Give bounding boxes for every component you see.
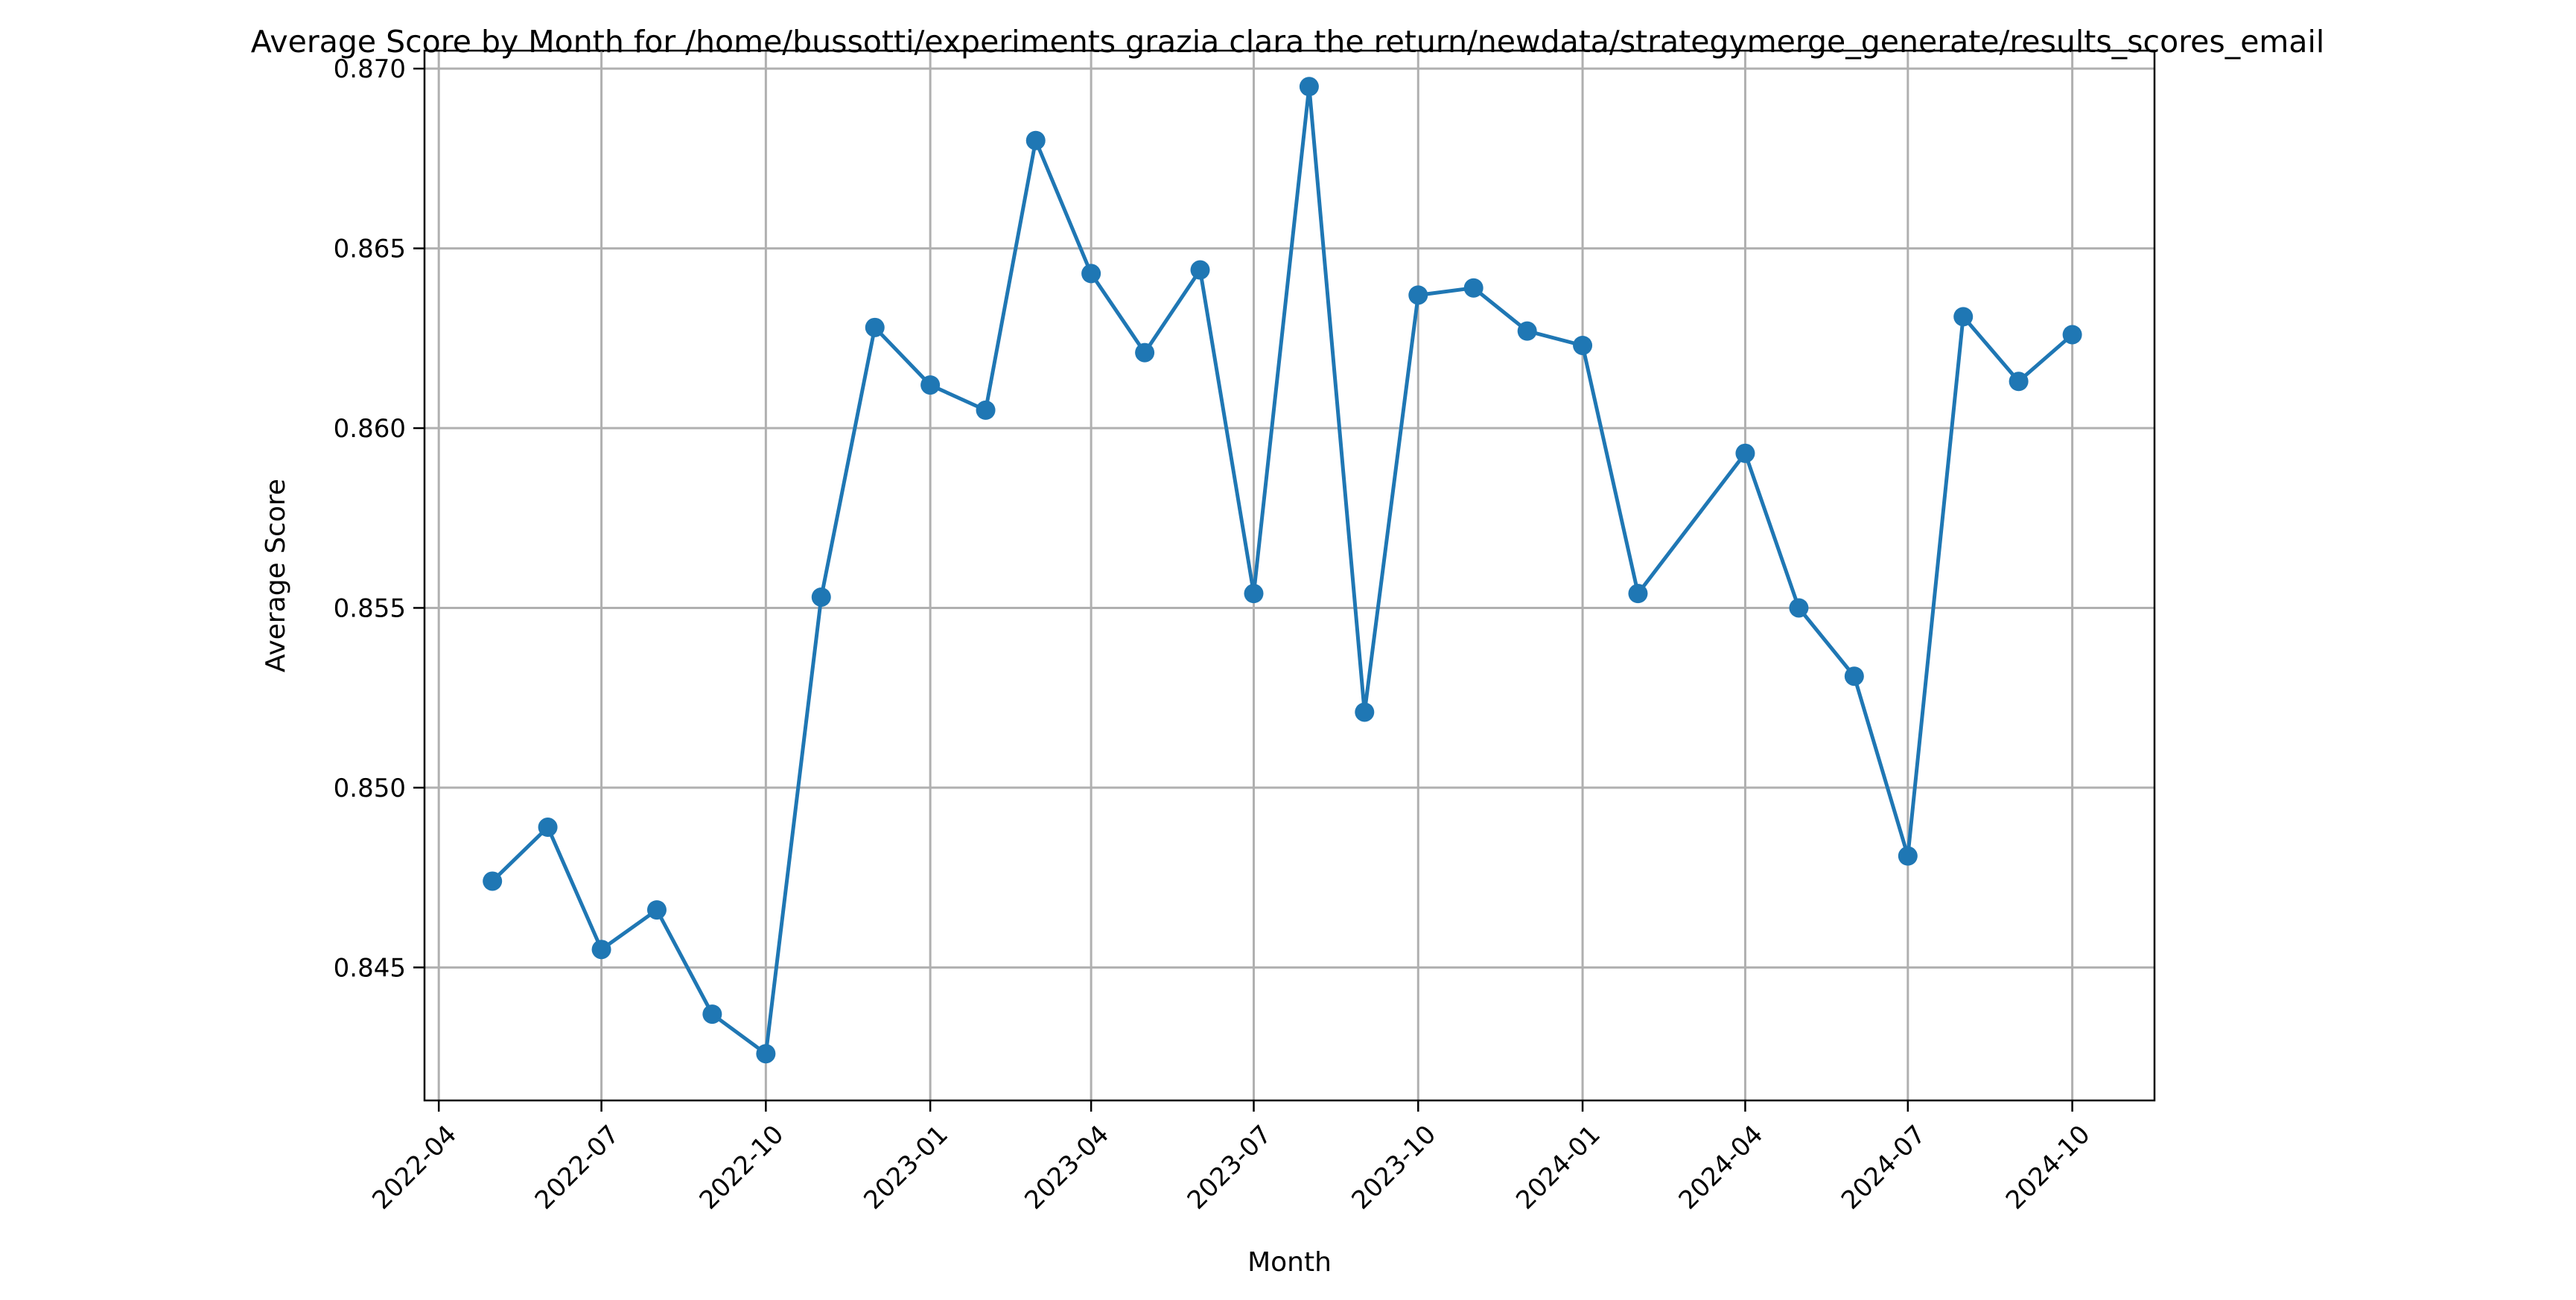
data-point [1573,335,1593,355]
data-point [976,400,996,420]
data-point [538,818,558,838]
data-point [483,871,503,891]
data-point [1844,666,1864,686]
data-point [1463,278,1483,298]
data-point [756,1044,776,1064]
y-tick-label: 0.865 [334,235,406,264]
data-point [1735,443,1755,463]
data-point [2062,325,2082,345]
data-point [2009,372,2029,392]
data-point [1244,584,1264,604]
data-point [1190,260,1210,280]
y-axis-label: Average Score [261,479,291,672]
data-point [1898,846,1918,866]
data-point [591,940,611,960]
grid [424,51,2154,1100]
data-point [646,900,667,920]
y-tick-label: 0.860 [334,414,406,444]
y-tick-label: 0.855 [334,593,406,623]
data-point [1135,342,1155,363]
data-point [1628,584,1648,604]
data-point [1408,285,1428,305]
data-point [1789,598,1809,618]
data-point [1953,307,1974,327]
y-axis: 0.845 0.850 0.855 0.860 0.865 0.870 [334,54,424,983]
data-point [811,587,831,607]
y-tick-label: 0.850 [334,774,406,803]
data-point [1081,264,1101,284]
data-point [1025,130,1046,150]
data-point [1517,321,1537,341]
y-tick-label: 0.845 [334,953,406,983]
series-layer [483,77,2082,1064]
data-point [1299,77,1319,97]
y-tick-label: 0.870 [334,54,406,84]
data-point [920,375,941,395]
x-axis-label: Month [1247,1247,1332,1278]
chart-title: Average Score by Month for /home/bussott… [251,24,2325,60]
data-point [1355,702,1375,722]
data-point [865,317,885,337]
data-point [702,1004,722,1025]
axes-frame [423,49,2156,1102]
